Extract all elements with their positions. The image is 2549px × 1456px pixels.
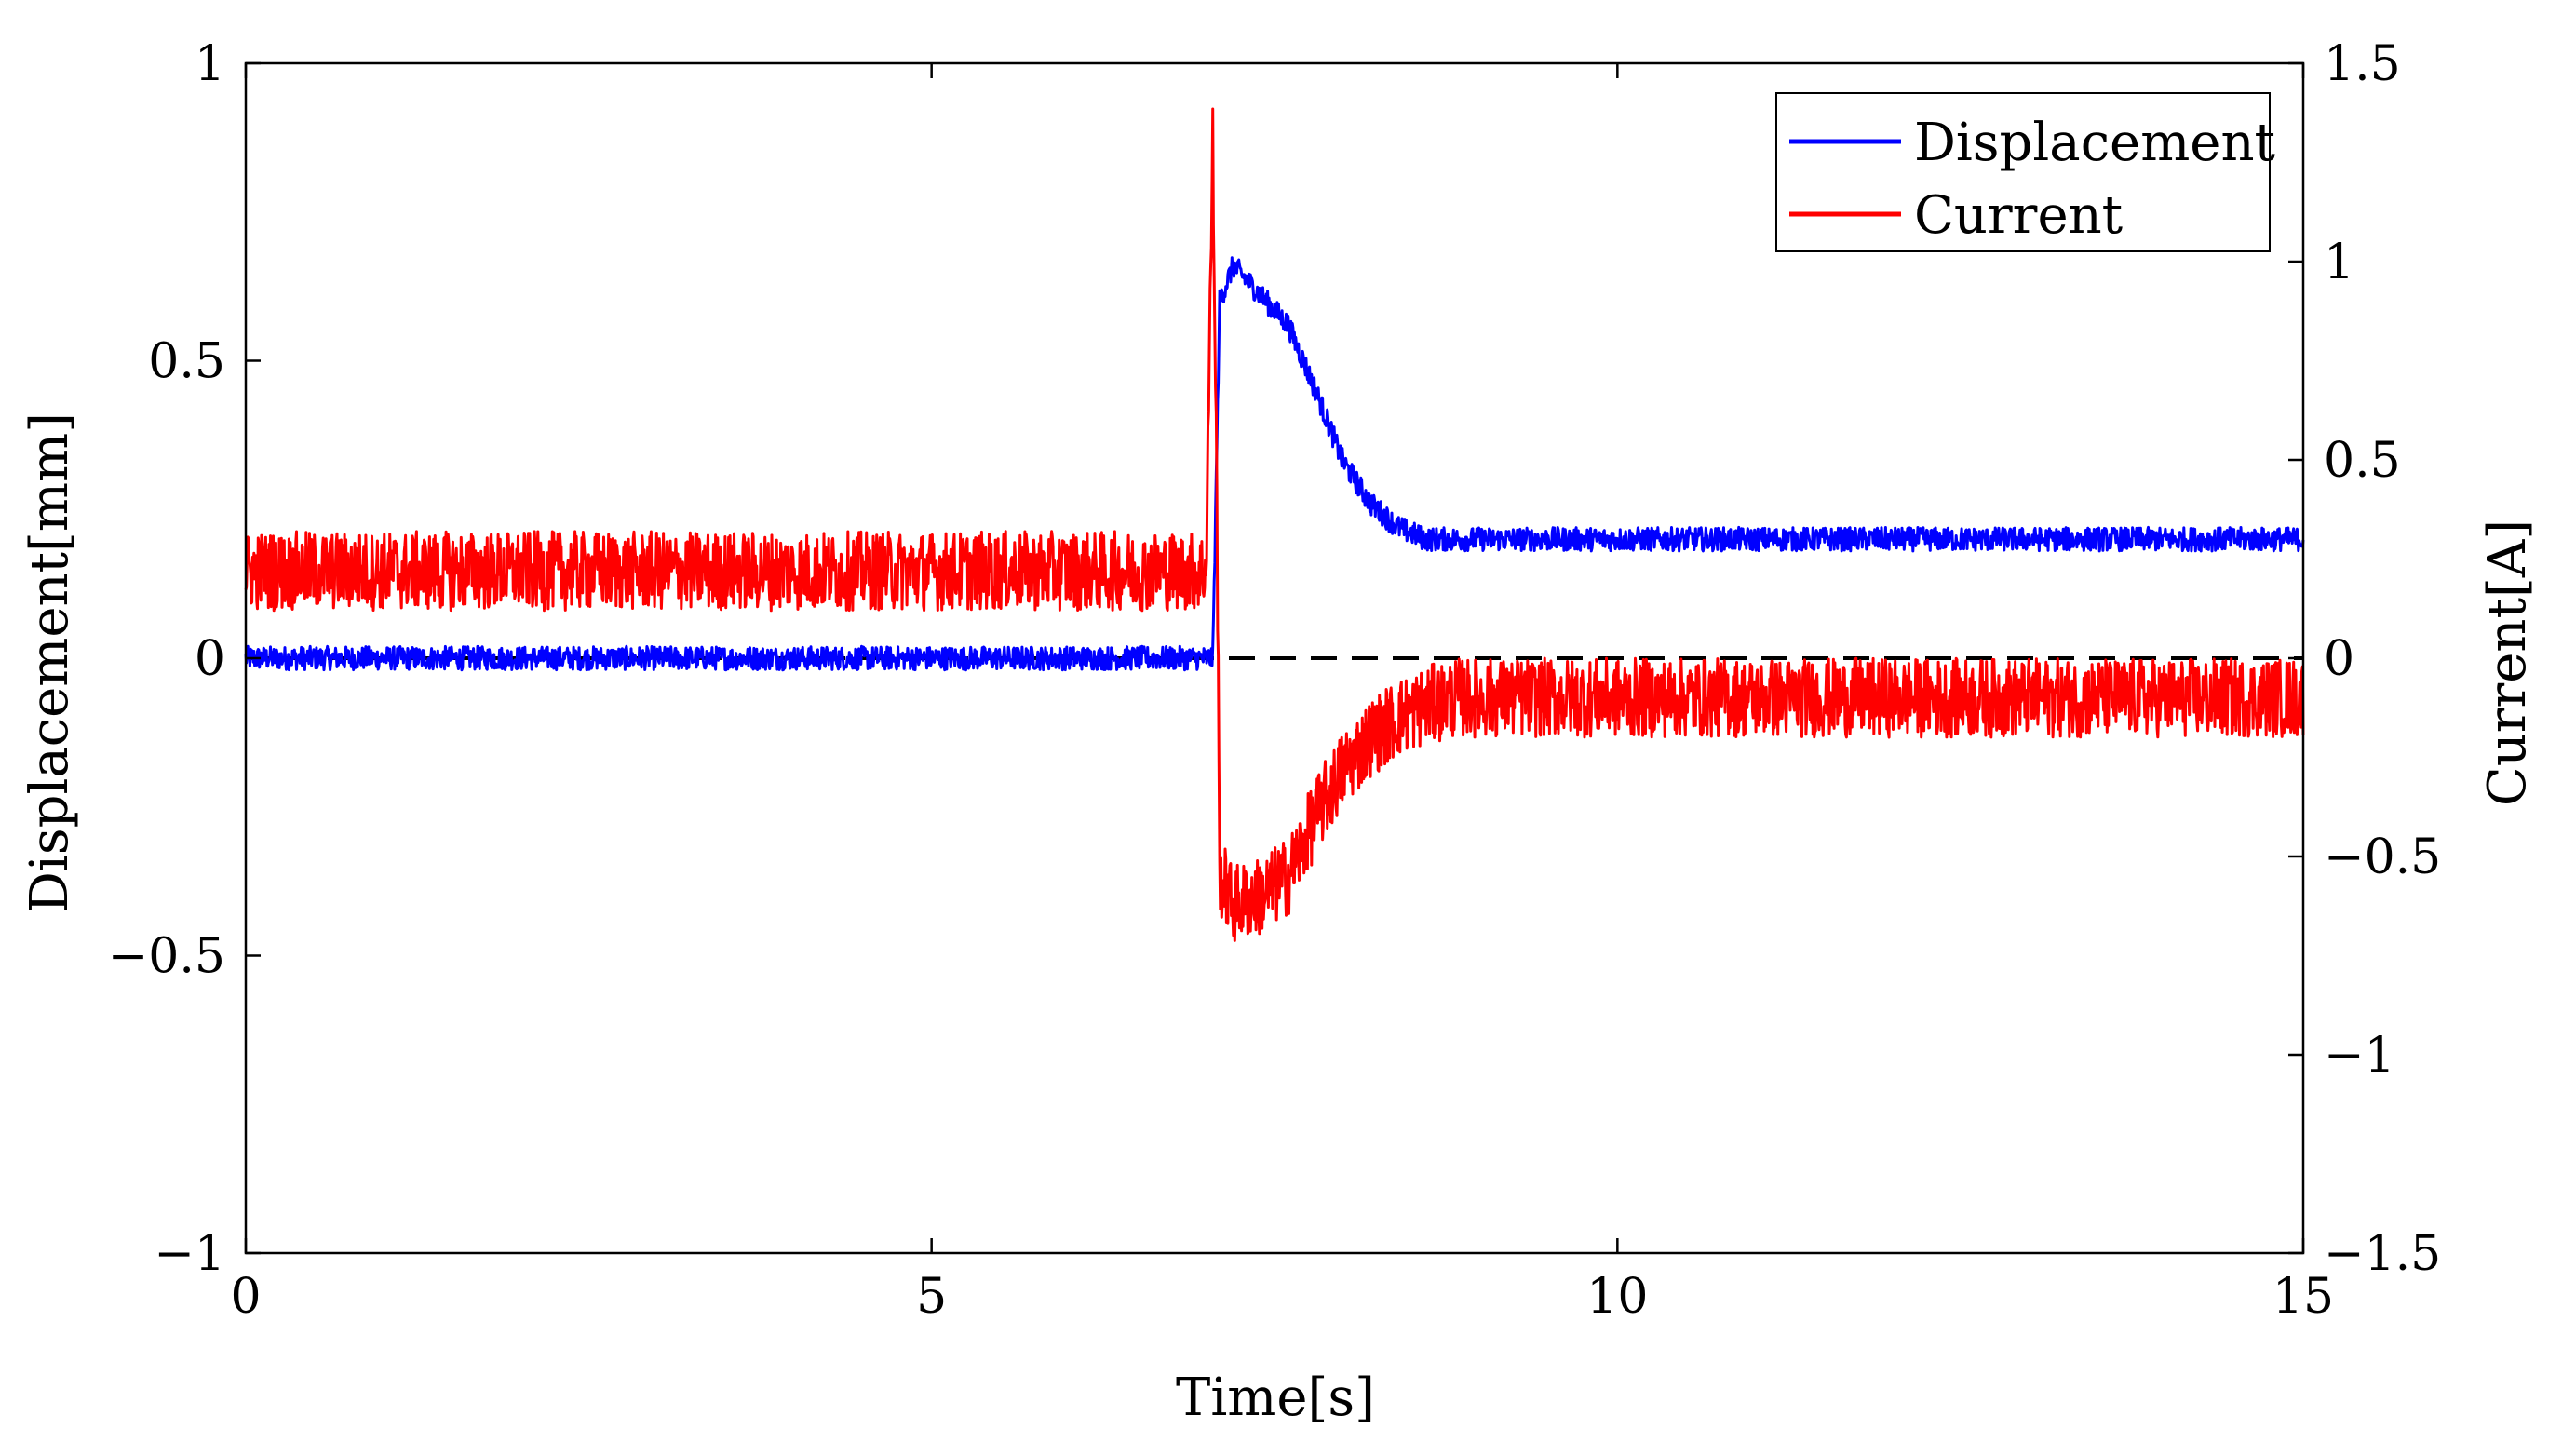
y-right-tick-label: 0 bbox=[2324, 631, 2354, 687]
legend-box bbox=[1775, 92, 2271, 252]
x-tick-label: 0 bbox=[230, 1269, 261, 1325]
y-left-tick-label: 0.5 bbox=[148, 334, 225, 390]
legend-label-current: Current bbox=[1914, 185, 2124, 246]
y-right-tick-label: 0.5 bbox=[2324, 433, 2401, 489]
series-line-displacement bbox=[244, 256, 2305, 672]
y-right-tick-label: −1.5 bbox=[2324, 1226, 2441, 1282]
y-left-tick-label: 1 bbox=[195, 36, 225, 92]
plot-area bbox=[244, 107, 2305, 942]
x-tick-label: 15 bbox=[2273, 1269, 2334, 1325]
y-left-tick-label: −1 bbox=[154, 1226, 225, 1282]
x-tick-label: 5 bbox=[916, 1269, 947, 1325]
y-right-tick-label: 1 bbox=[2324, 235, 2354, 290]
y-left-axis-ticks: 1 0.5 0 −0.5 −1 bbox=[108, 36, 261, 1282]
y-right-axis-title: Current[A] bbox=[2477, 519, 2538, 806]
y-right-tick-label: −1 bbox=[2324, 1028, 2395, 1084]
x-axis-title: Time[s] bbox=[1176, 1368, 1375, 1428]
x-axis-ticks: 0 5 10 15 bbox=[230, 63, 2334, 1325]
y-right-tick-label: 1.5 bbox=[2324, 36, 2401, 92]
y-right-tick-label: −0.5 bbox=[2324, 829, 2441, 885]
legend: Displacement Current bbox=[1775, 92, 2276, 252]
y-left-tick-label: −0.5 bbox=[108, 929, 225, 985]
legend-label-displacement: Displacement bbox=[1914, 113, 2276, 173]
y-left-axis-title: Displacement[mm] bbox=[20, 412, 80, 913]
y-right-axis-ticks: 1.5 1 0.5 0 −0.5 −1 −1.5 bbox=[2288, 36, 2441, 1282]
y-left-tick-label: 0 bbox=[195, 631, 225, 687]
series-line-current bbox=[244, 107, 2305, 942]
x-tick-label: 10 bbox=[1586, 1269, 1648, 1325]
